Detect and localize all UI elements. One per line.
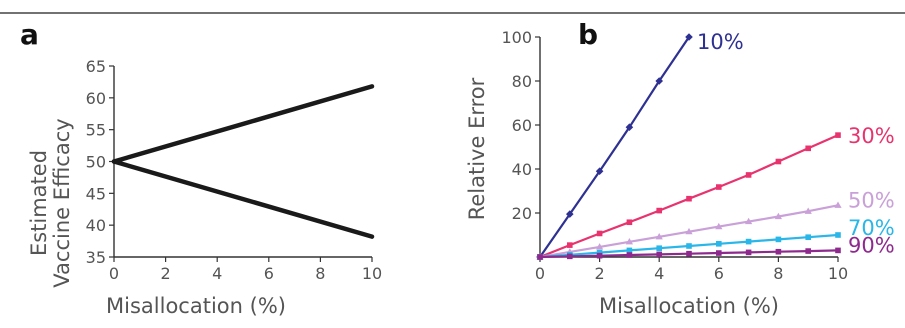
- panel-b-series-labels: 10% 30% 50% 70%90%: [697, 30, 895, 257]
- panel-a-ticks: 0 2 4 6 8 10 35 40 45 50 55 60 65: [86, 57, 383, 283]
- x-tick-label: 8: [315, 264, 325, 283]
- series-label: 10%: [697, 30, 744, 54]
- data-point: [716, 241, 722, 247]
- panel-b-ticks: 0 2 4 6 8 10 20 40 60 80 100: [501, 28, 848, 283]
- x-tick-label: 0: [109, 264, 119, 283]
- data-point: [745, 238, 752, 245]
- data-point: [656, 251, 662, 258]
- data-point: [656, 207, 662, 214]
- data-point: [805, 248, 811, 254]
- data-point: [686, 195, 692, 202]
- data-point: [685, 33, 693, 41]
- x-tick-label: 2: [595, 264, 605, 283]
- data-point: [655, 232, 663, 240]
- data-point: [686, 243, 692, 249]
- data-point: [745, 172, 752, 178]
- data-point: [625, 123, 634, 131]
- x-tick-label: 0: [535, 264, 545, 283]
- panel-b-series: [536, 33, 842, 261]
- data-point: [626, 247, 633, 254]
- data-point: [835, 132, 841, 138]
- series-label: 70%: [848, 216, 895, 240]
- panel-b: b Misallocation (%) Relative Error 0 2 4 6 8…: [465, 18, 895, 318]
- data-point: [834, 201, 842, 208]
- data-point: [626, 219, 633, 226]
- data-point: [775, 248, 782, 255]
- y-tick-label: 35: [86, 248, 106, 267]
- data-point: [686, 250, 692, 257]
- series-line-2: [111, 159, 375, 239]
- panel-a-ylabel-line-1: Estimated: [27, 150, 51, 256]
- x-tick-label: 6: [714, 264, 724, 283]
- data-point: [835, 232, 841, 238]
- data-point: [596, 230, 603, 237]
- data-point: [567, 253, 573, 260]
- data-point: [805, 145, 811, 152]
- panel-a-ylabel: Estimated Vaccine Efficacy: [27, 118, 74, 287]
- panel-a-axes: [113, 66, 372, 258]
- x-tick-label: 4: [212, 264, 222, 283]
- series-label: 30%: [848, 124, 895, 148]
- series-label: 90%: [848, 233, 895, 257]
- data-point: [656, 245, 662, 251]
- y-tick-label: 80: [512, 72, 532, 91]
- data-point: [655, 77, 663, 85]
- data-point: [596, 243, 604, 250]
- y-tick-label: 60: [512, 116, 532, 135]
- x-tick-label: 6: [264, 264, 274, 283]
- panel-b-ylabel: Relative Error: [465, 77, 489, 220]
- panel-b-axes: [539, 37, 838, 258]
- series-line-1: [111, 84, 375, 164]
- panel-b-letter: b: [578, 18, 598, 51]
- data-point: [595, 167, 604, 175]
- data-point: [685, 227, 693, 235]
- data-point: [596, 252, 603, 259]
- data-point: [537, 254, 543, 260]
- panel-b-xlabel: Misallocation (%): [599, 294, 779, 318]
- panel-a-xlabel: Misallocation (%): [106, 294, 286, 318]
- data-point: [745, 217, 753, 225]
- x-tick-label: 8: [773, 264, 783, 283]
- x-tick-label: 10: [362, 264, 382, 283]
- data-point: [804, 207, 812, 214]
- data-point: [566, 210, 574, 218]
- data-point: [716, 250, 722, 256]
- y-tick-label: 20: [512, 204, 532, 223]
- y-tick-label: 60: [86, 89, 106, 108]
- y-tick-label: 50: [86, 153, 106, 172]
- data-point: [805, 234, 811, 240]
- x-tick-label: 10: [828, 264, 848, 283]
- y-tick-label: 65: [86, 57, 106, 76]
- x-tick-label: 2: [161, 264, 171, 283]
- y-tick-label: 40: [86, 216, 106, 235]
- series-label: 50%: [848, 188, 895, 212]
- data-point: [774, 212, 782, 220]
- data-point: [596, 249, 603, 256]
- data-point: [835, 247, 841, 254]
- data-point: [715, 222, 723, 230]
- panel-a-series: [111, 84, 375, 239]
- data-point: [775, 158, 782, 165]
- panel-a-ylabel-line-2: Vaccine Efficacy: [50, 118, 74, 287]
- y-tick-label: 40: [512, 160, 532, 179]
- x-tick-label: 4: [654, 264, 664, 283]
- data-point: [716, 184, 722, 190]
- data-point: [626, 252, 633, 258]
- series-line-1: [538, 35, 691, 259]
- panel-a-letter: a: [20, 18, 39, 51]
- y-tick-label: 45: [86, 184, 106, 203]
- data-point: [625, 238, 633, 245]
- data-point: [567, 242, 573, 248]
- data-point: [745, 249, 752, 256]
- y-tick-label: 55: [86, 121, 106, 140]
- data-point: [775, 236, 782, 243]
- panel-a: a Misallocation (%) Estimated Vaccine Ef…: [20, 18, 382, 318]
- y-tick-label: 100: [501, 28, 532, 47]
